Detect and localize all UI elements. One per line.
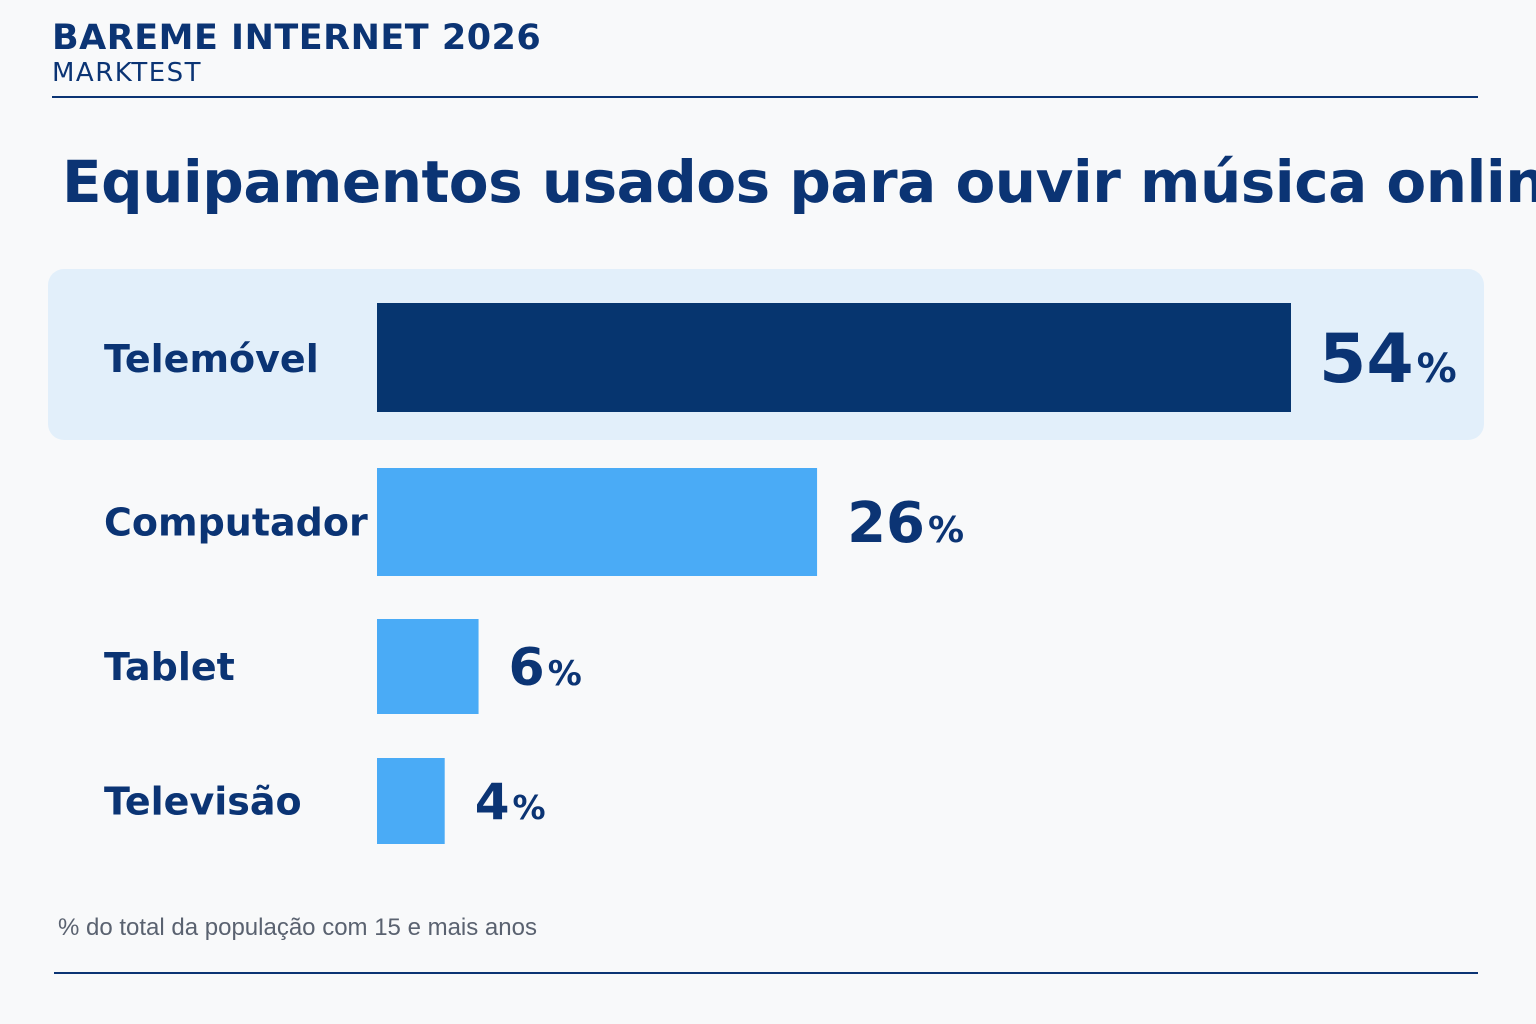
report-title: BAREME INTERNET 2026 (52, 18, 542, 58)
bar-televisao (377, 758, 445, 844)
category-label-computador: Computador (104, 501, 368, 545)
value-label-tablet: 6% (509, 638, 582, 698)
category-label-televisao: Televisão (104, 780, 302, 824)
value-label-telemovel: 54% (1319, 320, 1457, 399)
bar-telemovel (377, 303, 1291, 412)
bottom-divider (54, 972, 1478, 974)
report-header: BAREME INTERNET 2026 MARKTEST (52, 18, 1478, 88)
bar-computador (377, 468, 818, 576)
chart-title: Equipamentos usados para ouvir música on… (62, 148, 1536, 216)
category-label-tablet: Tablet (104, 645, 235, 689)
bar-tablet (377, 619, 479, 714)
chart-footnote: % do total da população com 15 e mais an… (58, 914, 537, 941)
value-label-computador: 26% (847, 491, 964, 556)
category-label-telemovel: Telemóvel (104, 337, 319, 381)
value-label-televisao: 4% (475, 773, 546, 831)
top-divider (52, 96, 1478, 98)
report-source: MARKTEST (52, 58, 203, 88)
